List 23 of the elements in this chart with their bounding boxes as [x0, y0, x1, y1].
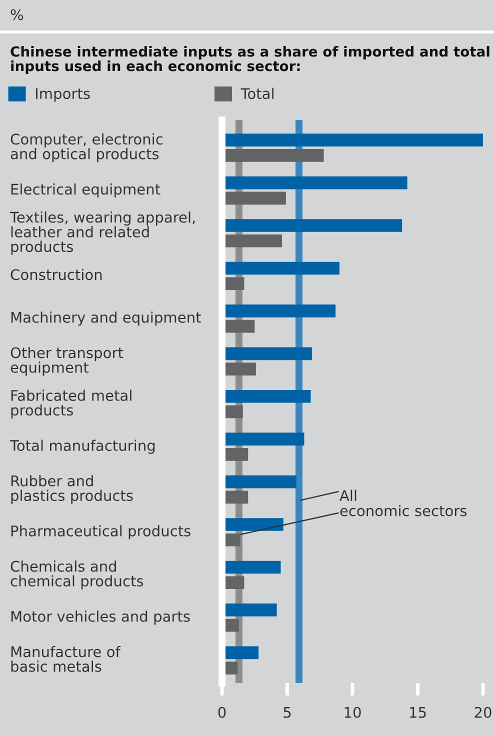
y-tick-label: Textiles, wearing apparel, leather and related products: [10, 211, 195, 255]
y-tick-label: Construction: [10, 268, 102, 280]
x-tick-label: 0: [218, 706, 226, 718]
x-tick-label: 15: [410, 707, 426, 718]
y-tick-label: Other transport equipment: [10, 346, 124, 376]
y-tick-label: Computer, electronic and optical products: [10, 133, 162, 162]
y-tick-label: Fabricated metal products: [11, 390, 132, 418]
legend-label: Total: [240, 88, 274, 100]
annotation: All economic sectors: [340, 490, 467, 516]
y-tick-label: Total manufacturing: [10, 440, 155, 454]
y-tick-label: Manufacture of basic metals: [11, 646, 121, 672]
y-tick-label: Chemicals and chemical products: [10, 560, 144, 590]
x-tick-label: 10: [344, 706, 361, 718]
y-tick-label: Electrical equipment: [11, 183, 160, 198]
legend-label: Imports: [36, 88, 90, 102]
y-tick-label: Motor vehicles and parts: [11, 610, 190, 625]
y-tick-label: Machinery and equipment: [11, 312, 201, 326]
x-tick-label: 5: [284, 707, 291, 718]
y-tick-label: Rubber and plastics products: [11, 475, 133, 504]
y-tick-label: Pharmaceutical products: [11, 525, 190, 540]
chart-title: Chinese intermediate inputs as a share of imported and total inputs used in each economic sector:: [10, 46, 490, 74]
x-tick-label: 20: [474, 706, 492, 718]
text: %: [10, 9, 24, 20]
